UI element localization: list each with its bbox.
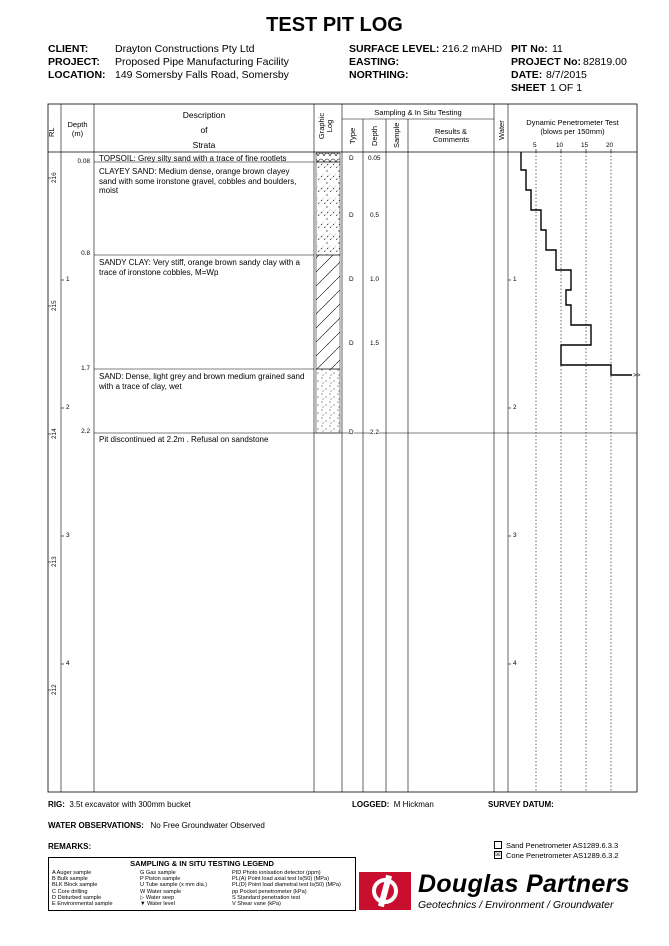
water-header: Water bbox=[497, 120, 506, 140]
sample-depth: 1.0 bbox=[370, 276, 379, 283]
stratum-description: SANDY CLAY: Very stiff, orange brown san… bbox=[99, 258, 300, 277]
dcp-depth-tick-label: 2 bbox=[513, 404, 517, 411]
sand-penetrometer: Sand Penetrometer AS1289.6.3.3 bbox=[494, 841, 618, 850]
project-no-value: 82819.00 bbox=[583, 56, 627, 68]
cone-penetrometer: ☒ Cone Penetrometer AS1289.6.3.2 bbox=[494, 851, 619, 860]
checked-box-icon: ☒ bbox=[494, 851, 502, 860]
project-value: Proposed Pipe Manufacturing Facility bbox=[115, 56, 289, 68]
dcp-tick-label: 5 bbox=[533, 142, 537, 149]
water-observations: WATER OBSERVATIONS: No Free Groundwater … bbox=[48, 821, 265, 830]
project-label: PROJECT: bbox=[48, 56, 100, 68]
northing-label: NORTHING: bbox=[349, 69, 409, 81]
sampling-legend: SAMPLING & IN SITU TESTING LEGEND A Auge… bbox=[48, 857, 356, 911]
sample-depth: 0.05 bbox=[368, 155, 381, 162]
dcp-refusal-marker: >> bbox=[633, 372, 641, 379]
rl-tick-label: 213 bbox=[51, 556, 58, 567]
rl-tick-label: 212 bbox=[51, 684, 58, 695]
stratum-description: Pit discontinued at 2.2m . Refusal on sa… bbox=[99, 435, 269, 444]
pit-no-label: PIT No: bbox=[511, 43, 548, 55]
legend-col-1: A Auger sample B Bulk sample BLK Block sam… bbox=[52, 870, 113, 908]
legend-col-3: PID Photo ionisation detector (ppm) PL(A)… bbox=[232, 870, 341, 908]
checkbox-icon bbox=[494, 841, 502, 850]
client-label: CLIENT: bbox=[48, 43, 89, 55]
sample-depth-header: Depth bbox=[370, 125, 379, 146]
easting-label: EASTING: bbox=[349, 56, 400, 68]
stratum-description: SAND: Dense, light grey and brown medium… bbox=[99, 372, 305, 391]
depth-tick-label: 2 bbox=[66, 404, 70, 411]
location-value: 149 Somersby Falls Road, Somersby bbox=[115, 69, 289, 81]
depth-tick-label: 1 bbox=[66, 276, 70, 283]
douglas-partners-logo-icon bbox=[359, 872, 411, 910]
location-label: LOCATION: bbox=[48, 69, 106, 81]
sample-header: Sample bbox=[392, 122, 401, 148]
sample-depth: 2.2 bbox=[370, 429, 379, 436]
rig-row: RIG: 3.5t excavator with 300mm bucket bbox=[48, 800, 191, 809]
dcp-depth-tick-label: 3 bbox=[513, 532, 517, 539]
page-title: TEST PIT LOG bbox=[266, 14, 403, 36]
sample-type: D bbox=[349, 212, 354, 219]
results-header: Results & Comments bbox=[432, 127, 470, 144]
sample-type: D bbox=[349, 276, 354, 283]
dcp-tick-label: 20 bbox=[606, 142, 614, 149]
sheet-value: 1 OF 1 bbox=[550, 82, 583, 94]
description-strata: Strata bbox=[192, 140, 216, 150]
depth-tick-label: 4 bbox=[66, 660, 70, 667]
dcp-header: Dynamic Penetrometer Test bbox=[526, 118, 619, 127]
dcp-tick-label: 15 bbox=[581, 142, 589, 149]
stratum-depth: 2.2 bbox=[81, 428, 90, 435]
sheet-label: SHEET bbox=[511, 82, 547, 94]
depth-unit: (m) bbox=[71, 129, 84, 138]
dcp-depth-tick-label: 4 bbox=[513, 660, 517, 667]
surface-level-value: 216.2 mAHD bbox=[442, 43, 503, 55]
date-label: DATE: bbox=[511, 69, 543, 81]
stratum-depth: 0.08 bbox=[77, 158, 90, 165]
sample-depth: 1.5 bbox=[370, 340, 379, 347]
pit-no-value: 11 bbox=[552, 43, 563, 55]
legend-title: SAMPLING & IN SITU TESTING LEGEND bbox=[130, 859, 274, 868]
dp-monogram-icon bbox=[372, 874, 398, 908]
depth-header: Depth bbox=[67, 120, 88, 129]
brand-name: Douglas Partners bbox=[418, 870, 630, 898]
brand-tagline: Geotechnics / Environment / Groundwater bbox=[418, 899, 614, 911]
dcp-subheader: (blows per 150mm) bbox=[540, 127, 605, 136]
graphic-log-header: Graphic Log bbox=[317, 112, 334, 140]
date-value: 8/7/2015 bbox=[546, 69, 587, 81]
sample-type: D bbox=[349, 340, 354, 347]
survey-datum: SURVEY DATUM: bbox=[488, 800, 554, 809]
rl-tick-label: 215 bbox=[51, 300, 58, 311]
depth-tick-label: 3 bbox=[66, 532, 70, 539]
rl-tick-label: 216 bbox=[51, 172, 58, 183]
client-value: Drayton Constructions Pty Ltd bbox=[115, 43, 255, 55]
rl-tick-label: 214 bbox=[51, 428, 58, 439]
remarks: REMARKS: bbox=[48, 842, 92, 851]
sample-type: D bbox=[349, 429, 354, 436]
type-header: Type bbox=[348, 127, 357, 144]
stratum-depth: 0.8 bbox=[81, 250, 90, 257]
dcp-tick-label: 10 bbox=[556, 142, 564, 149]
stratum-depth: 1.7 bbox=[81, 365, 90, 372]
project-no-label: PROJECT No: bbox=[511, 56, 582, 68]
dcp-depth-tick-label: 1 bbox=[513, 276, 517, 283]
rl-header: RL bbox=[47, 127, 56, 137]
sample-type: D bbox=[349, 155, 354, 162]
stratum-description: TOPSOIL: Grey silty sand with a trace of… bbox=[99, 154, 287, 163]
logged-row: LOGGED: M Hickman bbox=[352, 800, 434, 809]
description-header: Description bbox=[182, 110, 226, 120]
legend-col-2: G Gas sample P Piston sample U Tube sample… bbox=[140, 870, 208, 908]
stratum-description: CLAYEY SAND: Medium dense, orange brown … bbox=[99, 167, 297, 195]
sampling-header: Sampling & In Situ Testing bbox=[374, 108, 462, 117]
description-of: of bbox=[200, 125, 208, 135]
sample-depth: 0.5 bbox=[370, 212, 379, 219]
surface-level-label: SURFACE LEVEL: bbox=[349, 43, 440, 55]
